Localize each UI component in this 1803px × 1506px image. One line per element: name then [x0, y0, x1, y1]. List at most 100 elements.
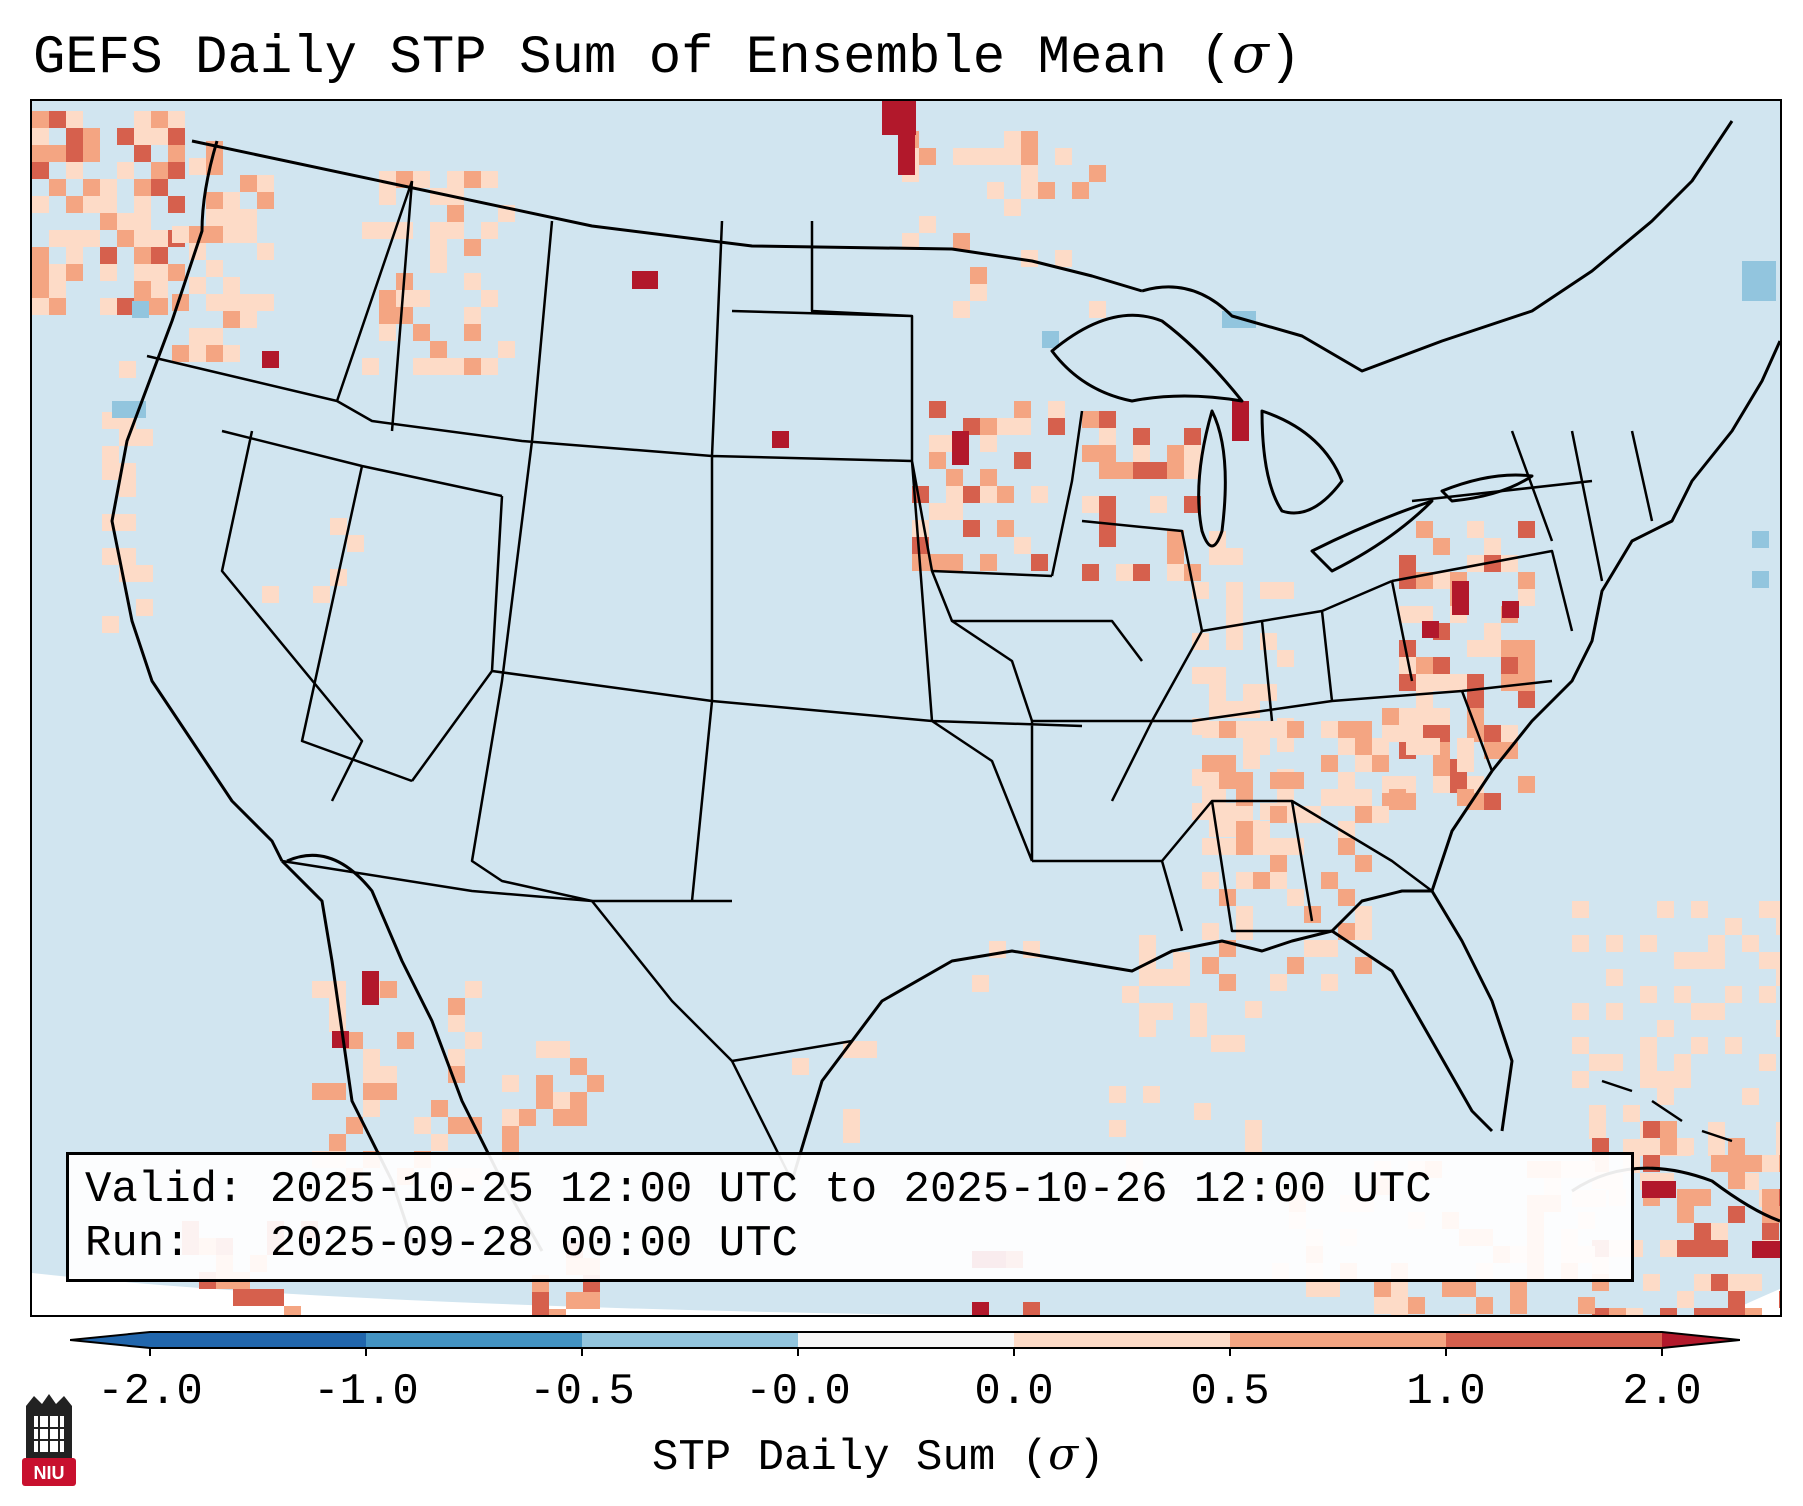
anomaly-cell-negative: [1042, 331, 1059, 348]
anomaly-cell: [1433, 725, 1450, 742]
anomaly-cell: [1745, 1155, 1762, 1172]
anomaly-cell: [1219, 838, 1236, 855]
anomaly-cell: [1226, 633, 1243, 650]
anomaly-cell: [223, 345, 240, 362]
anomaly-cell: [1021, 165, 1038, 182]
anomaly-cell: [1643, 1121, 1660, 1138]
anomaly-cell: [32, 128, 49, 145]
colorbar-ticks: [149, 1348, 1663, 1356]
anomaly-cell: [1023, 1302, 1040, 1315]
anomaly-cell: [1433, 657, 1450, 674]
anomaly-cell: [1355, 738, 1372, 755]
anomaly-cell: [1762, 1189, 1779, 1206]
anomaly-cell-strong: [632, 271, 658, 289]
anomaly-cell: [1099, 428, 1116, 445]
anomaly-cell: [1433, 538, 1450, 555]
anomaly-cell: [1173, 969, 1190, 986]
anomaly-cell: [363, 1049, 380, 1066]
anomaly-cell: [1606, 1054, 1623, 1071]
anomaly-cell: [32, 247, 49, 264]
anomaly-cell: [1321, 755, 1338, 772]
anomaly-cell: [1442, 1280, 1459, 1297]
anomaly-cell: [1408, 1297, 1425, 1314]
anomaly-cell: [1660, 1240, 1677, 1257]
anomaly-cell: [1691, 1003, 1708, 1020]
colorbar-seg-3: [582, 1332, 798, 1348]
anomaly-cell: [1694, 1240, 1711, 1257]
anomaly-cell: [151, 230, 168, 247]
anomaly-cell: [1099, 462, 1116, 479]
anomaly-cell: [1776, 1020, 1780, 1037]
anomaly-cell: [379, 188, 396, 205]
anomaly-cell: [1606, 969, 1623, 986]
anomaly-cell: [1048, 418, 1065, 435]
anomaly-cell: [1355, 957, 1372, 974]
anomaly-cell-negative: [1752, 531, 1769, 548]
anomaly-cell: [119, 514, 136, 531]
anomaly-cell: [134, 213, 151, 230]
anomaly-cell: [1742, 935, 1759, 952]
anomaly-cell: [66, 162, 83, 179]
anomaly-cell: [1167, 547, 1184, 564]
anomaly-cell: [792, 1058, 809, 1075]
anomaly-cell: [919, 148, 936, 165]
anomaly-cell: [223, 294, 240, 311]
anomaly-cell: [134, 179, 151, 196]
anomaly-cell: [1711, 1223, 1728, 1240]
anomaly-cell: [1745, 1308, 1762, 1315]
anomaly-cell: [1711, 1240, 1728, 1257]
anomaly-cell: [1109, 1086, 1126, 1103]
anomaly-cell: [1572, 1037, 1589, 1054]
anomaly-cell-strong: [898, 135, 915, 175]
anomaly-cell: [1433, 759, 1450, 776]
anomaly-cell: [136, 565, 153, 582]
anomaly-cell: [1021, 148, 1038, 165]
anomaly-cell: [1623, 1139, 1640, 1156]
anomaly-cell: [953, 233, 970, 250]
anomaly-cell: [1677, 1189, 1694, 1206]
anomaly-cell: [1518, 640, 1535, 657]
anomaly-cell: [430, 358, 447, 375]
anomaly-cell-strong: [262, 351, 279, 368]
anomaly-cell: [549, 1309, 566, 1315]
anomaly-cell: [502, 1126, 519, 1143]
anomaly-cell: [347, 535, 364, 552]
colorbar-seg-7: [1446, 1332, 1662, 1348]
anomaly-cell: [1467, 640, 1484, 657]
anomaly-cell: [519, 1109, 536, 1126]
anomaly-cell: [206, 345, 223, 362]
anomaly-cell: [1192, 582, 1209, 599]
anomaly-cell: [1572, 901, 1589, 918]
anomaly-cell: [102, 446, 119, 463]
anomaly-cell: [1759, 1054, 1776, 1071]
anomaly-cell: [1253, 721, 1270, 738]
anomaly-cell: [1219, 721, 1236, 738]
anomaly-cell: [1416, 606, 1433, 623]
anomaly-cell: [379, 290, 396, 307]
anomaly-cell: [1099, 513, 1116, 530]
anomaly-cell: [481, 171, 498, 188]
anomaly-cell: [963, 486, 980, 503]
valid-run-box: Valid: 2025-10-25 12:00 UTC to 2025-10-2…: [66, 1152, 1634, 1282]
anomaly-cell-strong: [772, 431, 789, 448]
anomaly-cell: [189, 158, 206, 175]
anomaly-cell: [1657, 1088, 1674, 1105]
anomaly-cell: [1708, 1003, 1725, 1020]
anomaly-cell: [32, 162, 49, 179]
anomaly-cell: [1355, 906, 1372, 923]
anomaly-cell: [946, 469, 963, 486]
anomaly-cell: [1338, 923, 1355, 940]
anomaly-cell: [843, 1109, 860, 1126]
anomaly-cell: [963, 418, 980, 435]
anomaly-cell: [1708, 935, 1725, 952]
map-background: [32, 101, 1780, 1315]
anomaly-cell: [1202, 872, 1219, 889]
anomaly-cell: [929, 435, 946, 452]
anomaly-cell: [223, 192, 240, 209]
anomaly-cell: [1691, 901, 1708, 918]
anomaly-cell: [1192, 803, 1209, 820]
anomaly-cell: [1139, 935, 1156, 952]
anomaly-cell: [1606, 935, 1623, 952]
colorbar-label-sigma: σ: [1048, 1429, 1079, 1480]
anomaly-cell: [136, 599, 153, 616]
